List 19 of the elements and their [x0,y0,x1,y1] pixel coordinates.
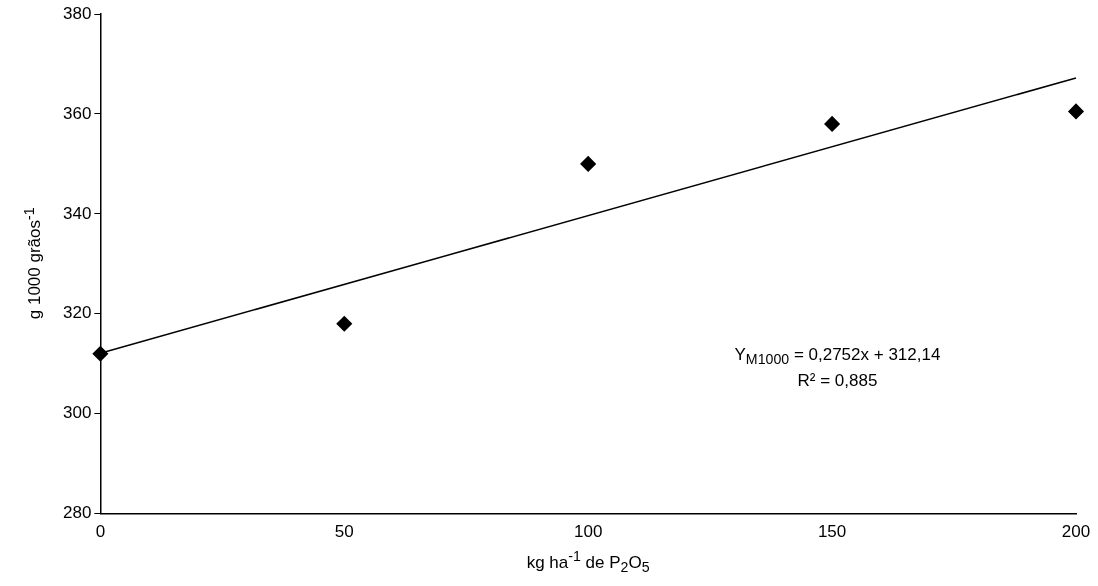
y-tick-label: 360 [62,103,92,123]
point [824,116,840,132]
x-axis-title: kg ha$^{-1}$ de P$_{2}$O$_{5}$ [526,547,650,575]
y-tick-label: 340 [62,203,92,223]
y-tick-label: 300 [62,403,92,423]
point [580,156,596,172]
x-tick-label: 200 [1061,522,1091,542]
x-tick-label: 50 [334,522,354,542]
annotation: Y$_{M1000}$ = 0,2752x + 312,14 [734,344,941,368]
x-tick-label: 100 [573,522,603,542]
x-tick-label: 150 [817,522,847,542]
point [1068,103,1084,120]
y-tick-label: 280 [62,503,92,523]
point [336,316,353,332]
point [92,345,109,362]
y-tick-label: 320 [62,303,92,323]
annotation: R² = 0,885 [797,371,878,391]
x-tick-label: 0 [95,522,106,542]
y-tick-label: 380 [62,3,92,23]
